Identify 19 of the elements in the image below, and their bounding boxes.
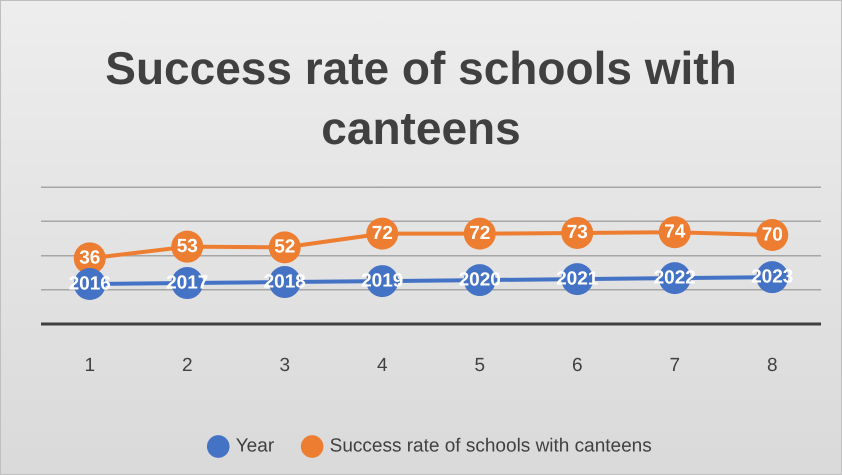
data-label: 70 <box>762 224 783 246</box>
x-tick-label: 6 <box>572 354 583 376</box>
x-tick-label: 1 <box>84 354 96 376</box>
x-tick-label: 7 <box>669 354 680 376</box>
chart-title: Success rate of schools with canteens <box>104 41 738 156</box>
data-label: 36 <box>79 248 100 269</box>
x-tick-label: 2 <box>182 354 193 376</box>
legend-label: Year <box>236 436 275 457</box>
data-label: 72 <box>372 222 393 244</box>
data-label: 73 <box>566 222 588 244</box>
data-label: 72 <box>469 222 490 244</box>
x-tick-label: 8 <box>766 354 778 376</box>
data-label: 53 <box>176 236 198 257</box>
data-label: 74 <box>664 222 686 243</box>
x-tick-label: 4 <box>376 354 388 376</box>
x-tick-label: 5 <box>474 354 486 376</box>
legend-label: Success rate of schools with canteens <box>330 436 652 457</box>
data-label: 52 <box>274 236 296 258</box>
x-tick-label: 3 <box>279 354 290 376</box>
